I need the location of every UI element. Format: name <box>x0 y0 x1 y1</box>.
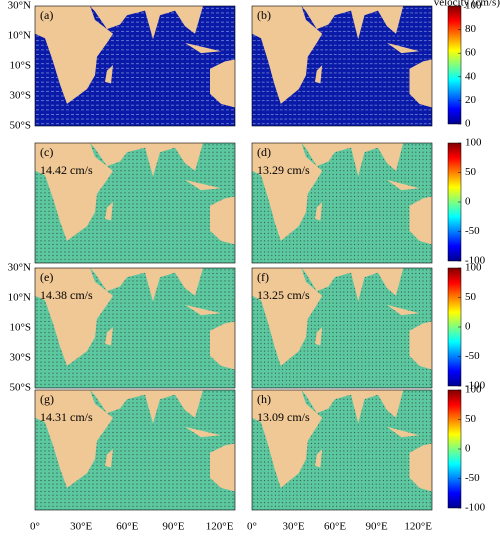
colorbar-tick-label: 100 <box>465 137 482 149</box>
frame <box>34 389 236 511</box>
map-panel <box>35 268 235 388</box>
x-axis-label: 90°E <box>162 521 184 533</box>
panel-label: (b) <box>257 8 271 22</box>
map-panel <box>252 390 432 510</box>
frame <box>34 267 236 389</box>
x-axis-label: 0° <box>247 521 257 533</box>
colorbar-tick-label: 0 <box>465 196 471 208</box>
frame <box>251 142 433 264</box>
panel-label: (a) <box>40 8 53 22</box>
y-axis-label: 50°S <box>9 382 31 394</box>
map-panel <box>35 143 235 263</box>
colorbar-tick-label: 40 <box>465 70 477 82</box>
colorbar-tick-label: -50 <box>465 350 480 362</box>
colorbar-tick-label: 100 <box>465 262 482 274</box>
colorbar-tick-label: 0 <box>465 118 471 130</box>
y-axis-label: 10°N <box>8 30 31 42</box>
y-axis-label: 30°S <box>9 90 31 102</box>
x-axis-label: 120°E <box>404 521 432 533</box>
panel-annotation: 13.25 cm/s <box>257 288 310 302</box>
colorbar <box>447 5 462 125</box>
y-axis-label: 10°S <box>9 322 31 334</box>
panel-label: (h) <box>257 392 271 406</box>
colorbar-title: velocity (cm/s) <box>434 0 500 9</box>
frame <box>251 389 433 511</box>
panel-label: (g) <box>40 392 54 406</box>
x-axis-label: 60°E <box>116 521 138 533</box>
colorbar-tick-label: 20 <box>465 94 477 106</box>
x-axis-label: 120°E <box>206 521 234 533</box>
colorbar-tick-label: -100 <box>465 502 486 514</box>
frame <box>34 5 236 127</box>
y-axis-label: 50°S <box>9 120 31 132</box>
x-axis-label: 0° <box>30 521 40 533</box>
colorbar-tick-label: 80 <box>465 23 477 35</box>
colorbar-tick-label: -100 <box>465 380 486 392</box>
panel-label: (f) <box>257 270 269 284</box>
y-axis-label: 30°N <box>8 0 31 12</box>
map-panel <box>35 390 235 510</box>
colorbar-tick-label: 100 <box>465 384 482 396</box>
colorbar-tick-label: -50 <box>465 225 480 237</box>
colorbar-tick-label: 50 <box>465 166 477 178</box>
panel-annotation: 13.29 cm/s <box>257 163 310 177</box>
x-axis-label: 30°E <box>70 521 92 533</box>
panel-annotation: 14.31 cm/s <box>40 410 93 424</box>
panel-annotation: 13.09 cm/s <box>257 410 310 424</box>
frame <box>34 142 236 264</box>
x-axis-label: 30°E <box>282 521 304 533</box>
colorbar-tick-label: 0 <box>465 443 471 455</box>
map-panel <box>252 6 432 126</box>
y-axis-label: 30°N <box>8 262 31 274</box>
panel-label: (d) <box>257 145 271 159</box>
y-axis-label: 10°S <box>9 60 31 72</box>
colorbar-tick-label: 100 <box>465 0 482 12</box>
panel-label: (c) <box>40 145 53 159</box>
colorbar-tick-label: -100 <box>465 255 486 267</box>
map-panel <box>252 268 432 388</box>
panel-annotation: 14.38 cm/s <box>40 288 93 302</box>
panel-annotation: 14.42 cm/s <box>40 163 93 177</box>
colorbar-tick-label: -50 <box>465 472 480 484</box>
y-axis-label: 30°S <box>9 352 31 364</box>
x-axis-label: 90°E <box>366 521 388 533</box>
colorbar-tick-label: 60 <box>465 47 477 59</box>
frame <box>251 267 433 389</box>
map-panel <box>35 6 235 126</box>
map-panel <box>252 143 432 263</box>
y-axis-label: 10°N <box>8 292 31 304</box>
colorbar-tick-label: 50 <box>465 291 477 303</box>
frame <box>251 5 433 127</box>
x-axis-label: 60°E <box>324 521 346 533</box>
panel-label: (e) <box>40 270 53 284</box>
colorbar-tick-label: 0 <box>465 321 471 333</box>
colorbar-tick-label: 50 <box>465 413 477 425</box>
